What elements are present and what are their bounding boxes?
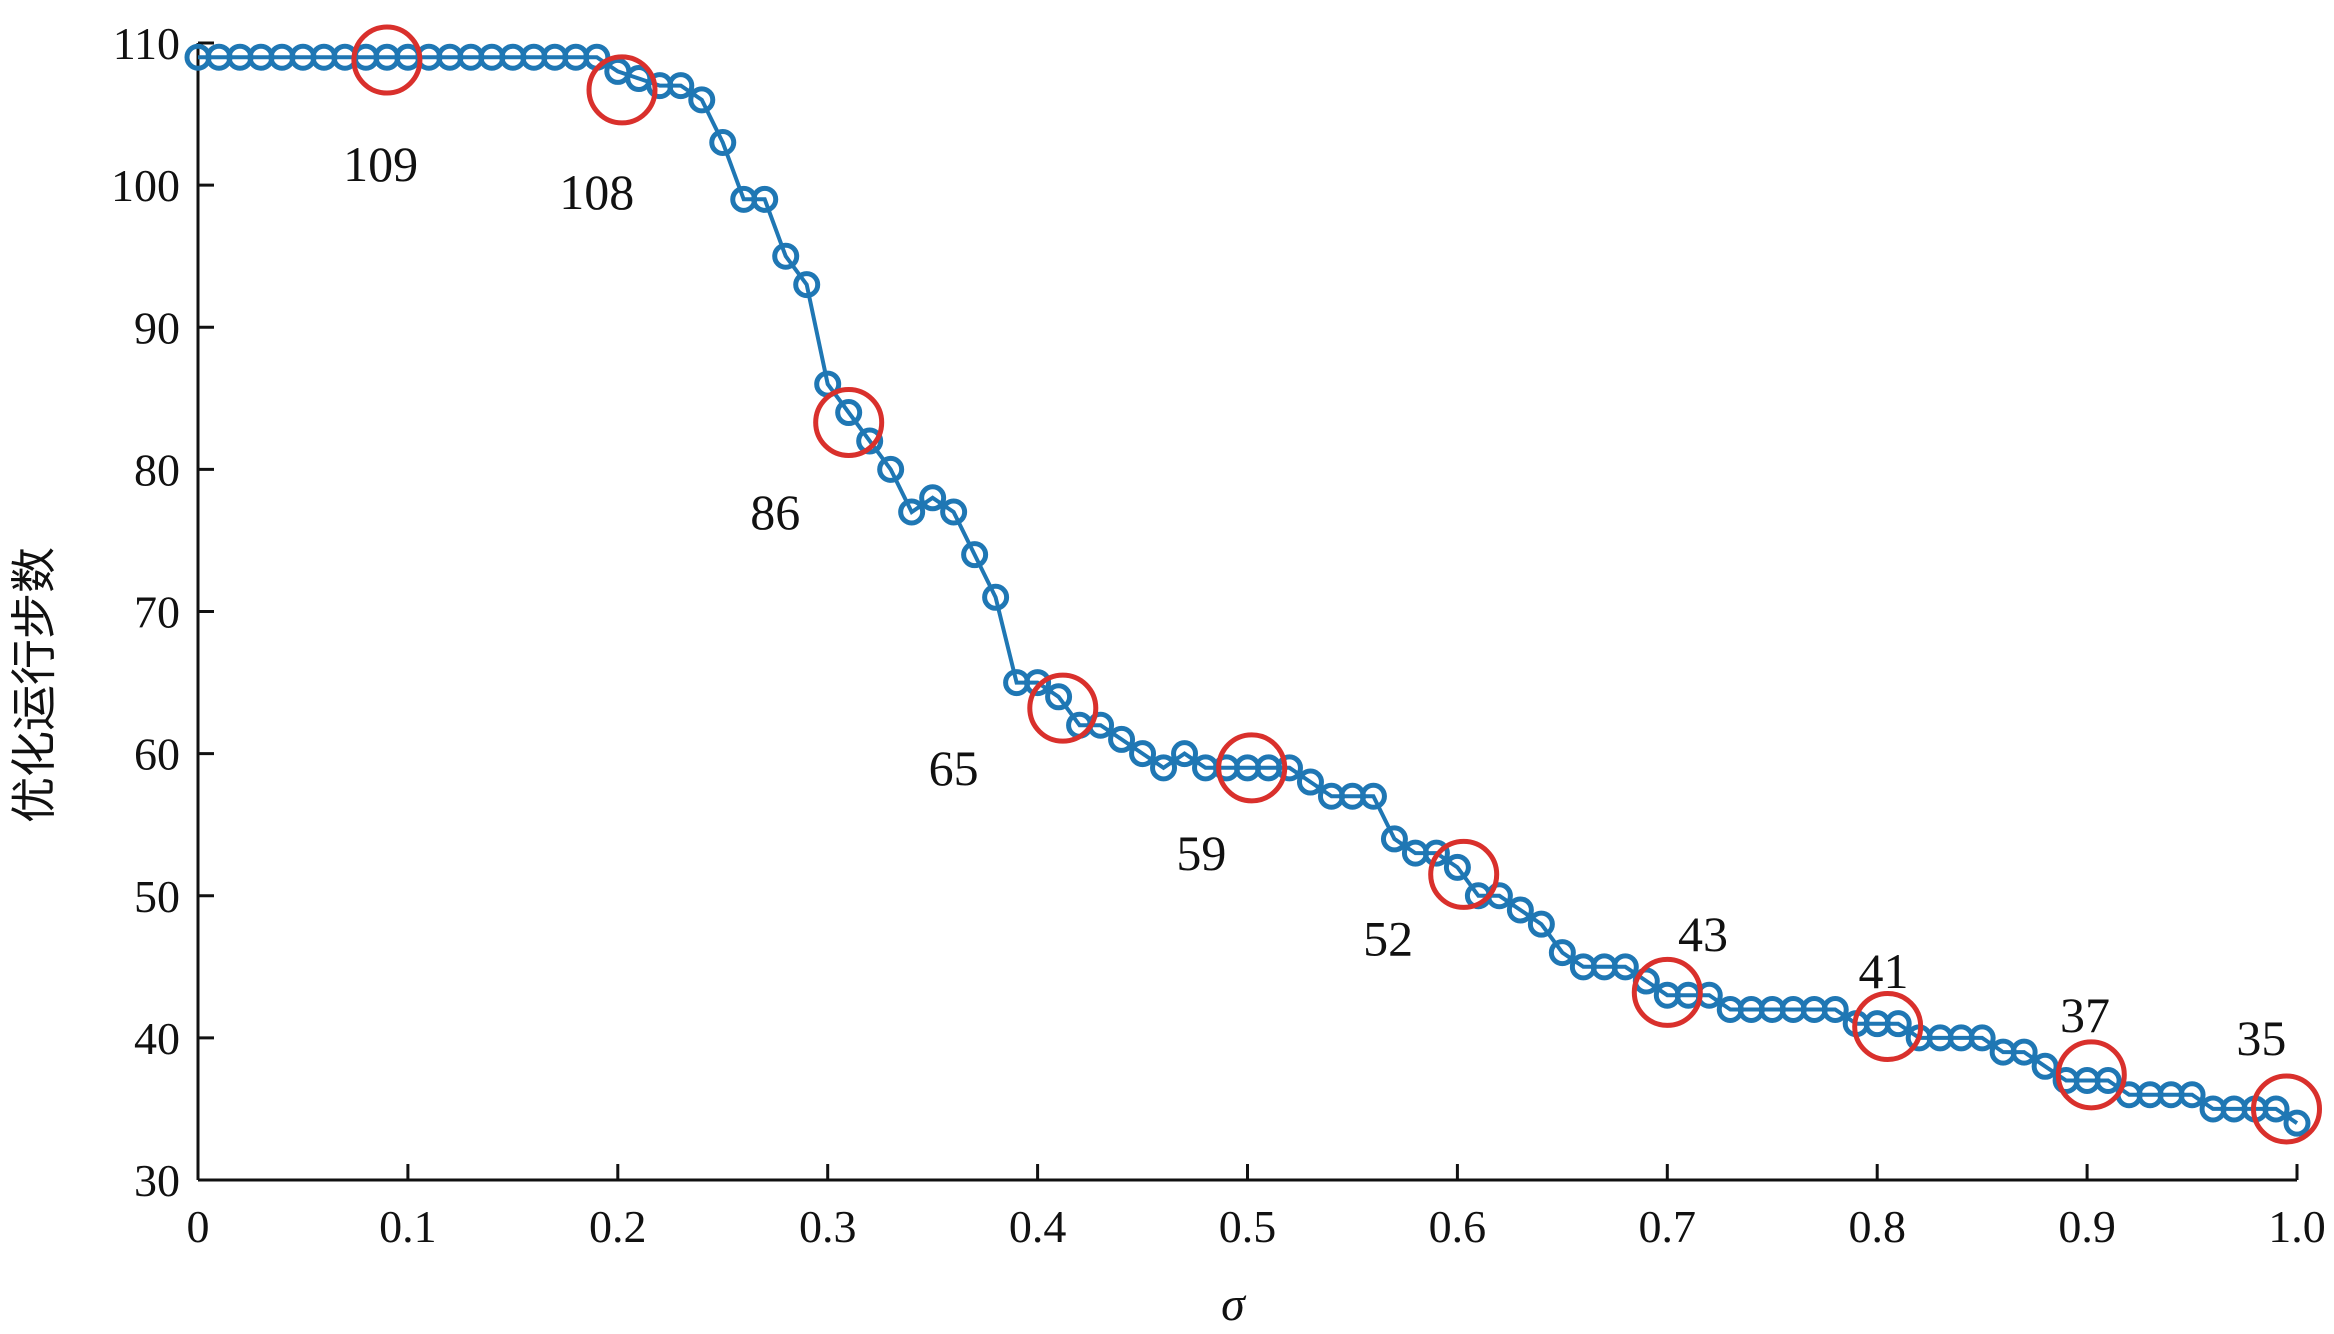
y-tick-label: 70 [134,587,180,638]
y-tick-label: 90 [134,302,180,353]
data-point [688,86,716,114]
annotation-label: 108 [559,164,634,220]
data-point [877,455,905,483]
data-point [919,484,947,512]
data-point [1024,669,1052,697]
data-point [1506,896,1534,924]
x-tick-label: 0.4 [1009,1201,1067,1252]
annotations: 109 108 86 65 59 52 43 41 37 35 [343,136,2286,1066]
y-tick-label: 110 [113,18,180,69]
data-point [940,498,968,526]
data-point [667,72,695,100]
x-tick-label: 1.0 [2268,1201,2326,1252]
y-tick-label: 100 [111,160,180,211]
data-point [2094,1067,2122,1095]
data-point [1275,754,1303,782]
x-tick-label: 0.8 [1848,1201,1906,1252]
highlight-circle [1027,672,1099,744]
data-point [1548,939,1576,967]
data-point [1821,995,1849,1023]
data-point [1968,1024,1996,1052]
x-tick-label: 0.1 [379,1201,437,1252]
x-axis-title: σ [1221,1278,1247,1331]
annotation-label: 109 [343,136,418,192]
highlight-circle [1631,956,1703,1028]
data-point [772,242,800,270]
y-axis-title: 优化运行步数 [7,547,61,823]
series-line-group [198,55,2299,1125]
annotation-label: 43 [1678,906,1728,962]
highlight-circle [586,54,658,126]
data-point [1380,825,1408,853]
data-point [982,583,1010,611]
x-tick-label: 0.6 [1429,1201,1487,1252]
data-points [184,43,2311,1137]
data-point [1611,953,1639,981]
annotation-label: 59 [1176,825,1226,881]
annotation-label: 37 [2060,987,2110,1043]
x-tick-label: 0.7 [1639,1201,1697,1252]
data-point [1171,740,1199,768]
data-point [2010,1038,2038,1066]
y-tick-label: 80 [134,444,180,495]
y-tick-label: 60 [134,729,180,780]
data-point [898,498,926,526]
data-point [961,541,989,569]
x-tick-label: 0 [187,1201,210,1252]
highlight-circle [1428,838,1500,910]
data-point [1359,782,1387,810]
highlight-circle [1852,991,1924,1063]
series-line [198,55,2299,1125]
data-point [1296,768,1324,796]
data-point [709,128,737,156]
data-point [751,185,779,213]
y-tick-label: 40 [134,1013,180,1064]
annotation-label: 52 [1363,910,1413,966]
data-point [2262,1095,2290,1123]
data-point [1527,910,1555,938]
highlight-circle [1216,732,1288,804]
y-tick-label: 30 [134,1155,180,1206]
data-point [835,399,863,427]
axes: 0 0.1 0.2 0.3 0.4 0.5 0.6 0.7 0.8 0.9 1.0 30 40 50 60 7… [111,18,2326,1252]
annotation-label: 65 [929,740,979,796]
data-point [1045,683,1073,711]
data-point [1422,839,1450,867]
x-tick-label: 0.9 [2058,1201,2116,1252]
x-tick-label: 0.3 [799,1201,857,1252]
y-tick-label: 50 [134,871,180,922]
highlight-circles [351,24,2323,1145]
highlight-circle [2055,1039,2127,1111]
data-point [2178,1081,2206,1109]
data-point [793,271,821,299]
data-point [1884,1010,1912,1038]
data-point [1443,853,1471,881]
highlight-circle [351,24,423,96]
annotation-label: 41 [1858,943,1908,999]
data-point [2283,1109,2311,1137]
highlight-circle [2251,1073,2323,1145]
x-tick-label: 0.5 [1219,1201,1277,1252]
data-point [856,427,884,455]
x-tick-label: 0.2 [589,1201,647,1252]
annotation-label: 86 [750,484,800,540]
data-point [2031,1052,2059,1080]
annotation-label: 35 [2236,1010,2286,1066]
data-point [1150,754,1178,782]
highlight-circle [813,386,885,458]
data-point [1108,725,1136,753]
data-point [1129,740,1157,768]
